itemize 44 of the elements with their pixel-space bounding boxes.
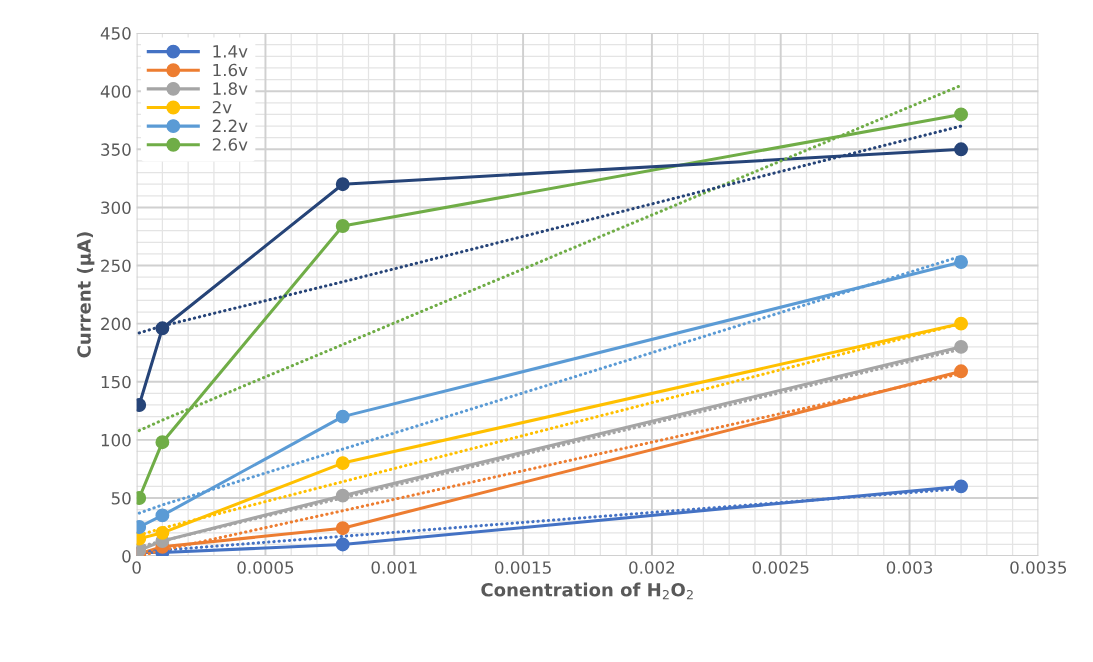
y-tick-label: 250: [101, 259, 131, 273]
point: [954, 479, 969, 494]
x-tick-label: 0.0035: [1010, 561, 1067, 574]
y-tick-label: 150: [101, 375, 131, 389]
point: [335, 177, 350, 192]
point: [954, 255, 969, 269]
point: [335, 219, 350, 233]
legend-label: 2.2v: [212, 119, 248, 132]
y-tick-label: 50: [111, 491, 131, 505]
point: [155, 525, 170, 540]
y-axis-title: Current (µA): [76, 232, 95, 358]
y-tick-label: 100: [101, 433, 131, 447]
y-tick-label: 450: [100, 27, 131, 40]
point: [335, 537, 350, 552]
point: [954, 316, 969, 331]
y-tick-label: 400: [100, 85, 131, 98]
point: [335, 521, 350, 536]
x-tick-label: 0.001: [371, 561, 417, 574]
x-tick-label: 0.0025: [752, 561, 809, 574]
y-tick-label: 200: [101, 317, 131, 331]
x-tick-label: 0.0005: [237, 561, 294, 574]
legend-label: 2.6v: [212, 138, 248, 151]
x-tick-label: 0.003: [886, 561, 933, 574]
point: [954, 142, 969, 157]
point: [954, 364, 969, 379]
y-tick-label: 0: [122, 550, 131, 563]
point: [155, 321, 170, 336]
legend-label: 1.6v: [213, 63, 248, 77]
legend-label: 2v: [212, 100, 232, 114]
x-tick-label: 0.002: [629, 561, 675, 574]
point: [335, 456, 350, 471]
point: [335, 409, 350, 424]
x-tick-label: 0: [132, 561, 141, 574]
point: [155, 435, 170, 450]
point: [155, 508, 170, 523]
point: [335, 488, 350, 503]
x-axis-title: Conentration of H$_{2}$O$_{2}$: [481, 582, 693, 600]
y-tick-label: 300: [101, 201, 131, 214]
legend-label: 1.8v: [213, 82, 248, 95]
point: [954, 339, 969, 354]
point: [954, 107, 969, 122]
y-tick-label: 350: [101, 143, 131, 156]
legend-label: 1.4v: [213, 45, 248, 58]
x-tick-label: 0.0015: [495, 561, 551, 574]
